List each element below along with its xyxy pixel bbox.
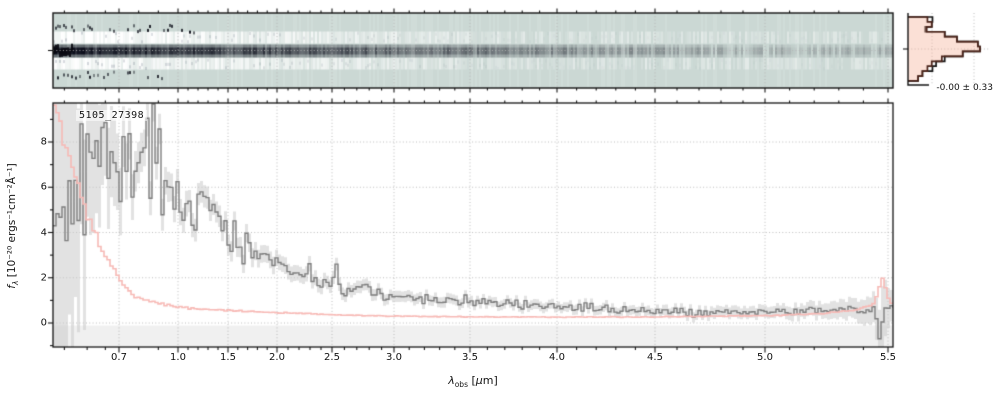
x-tick-label: 2.5	[324, 352, 340, 363]
y-tick-label: 6	[40, 181, 47, 193]
y-tick-label: 8	[40, 136, 47, 148]
x-tick-label: 5.5	[880, 352, 896, 363]
x-tick-label: 0.7	[111, 352, 127, 363]
source-id-label: 5105_27398	[76, 110, 148, 121]
x-tick-label: 3.0	[386, 352, 402, 363]
x-tick-label: 3.5	[462, 352, 478, 363]
y-tick-label: 0	[40, 317, 47, 329]
mu-symbol: μ	[475, 374, 483, 387]
x-tick-label: 4.5	[647, 352, 663, 363]
x-tick-label: 1.5	[220, 352, 236, 363]
lambda-symbol: λ	[448, 374, 455, 387]
x-tick-label: 2.0	[269, 352, 285, 363]
y-tick-label: 2	[40, 272, 47, 284]
x-tick-label: 4.0	[549, 352, 565, 363]
x-axis-label: λobs [μm]	[448, 374, 498, 390]
x-tick-label: 1.0	[170, 352, 186, 363]
x-tick-label: 5.0	[757, 352, 773, 363]
histogram-stat-label: -0.00 ± 0.33	[936, 83, 993, 93]
obs-subscript: obs	[454, 380, 468, 390]
flux-symbol: f	[5, 285, 18, 289]
y-tick-label: 4	[40, 227, 47, 238]
